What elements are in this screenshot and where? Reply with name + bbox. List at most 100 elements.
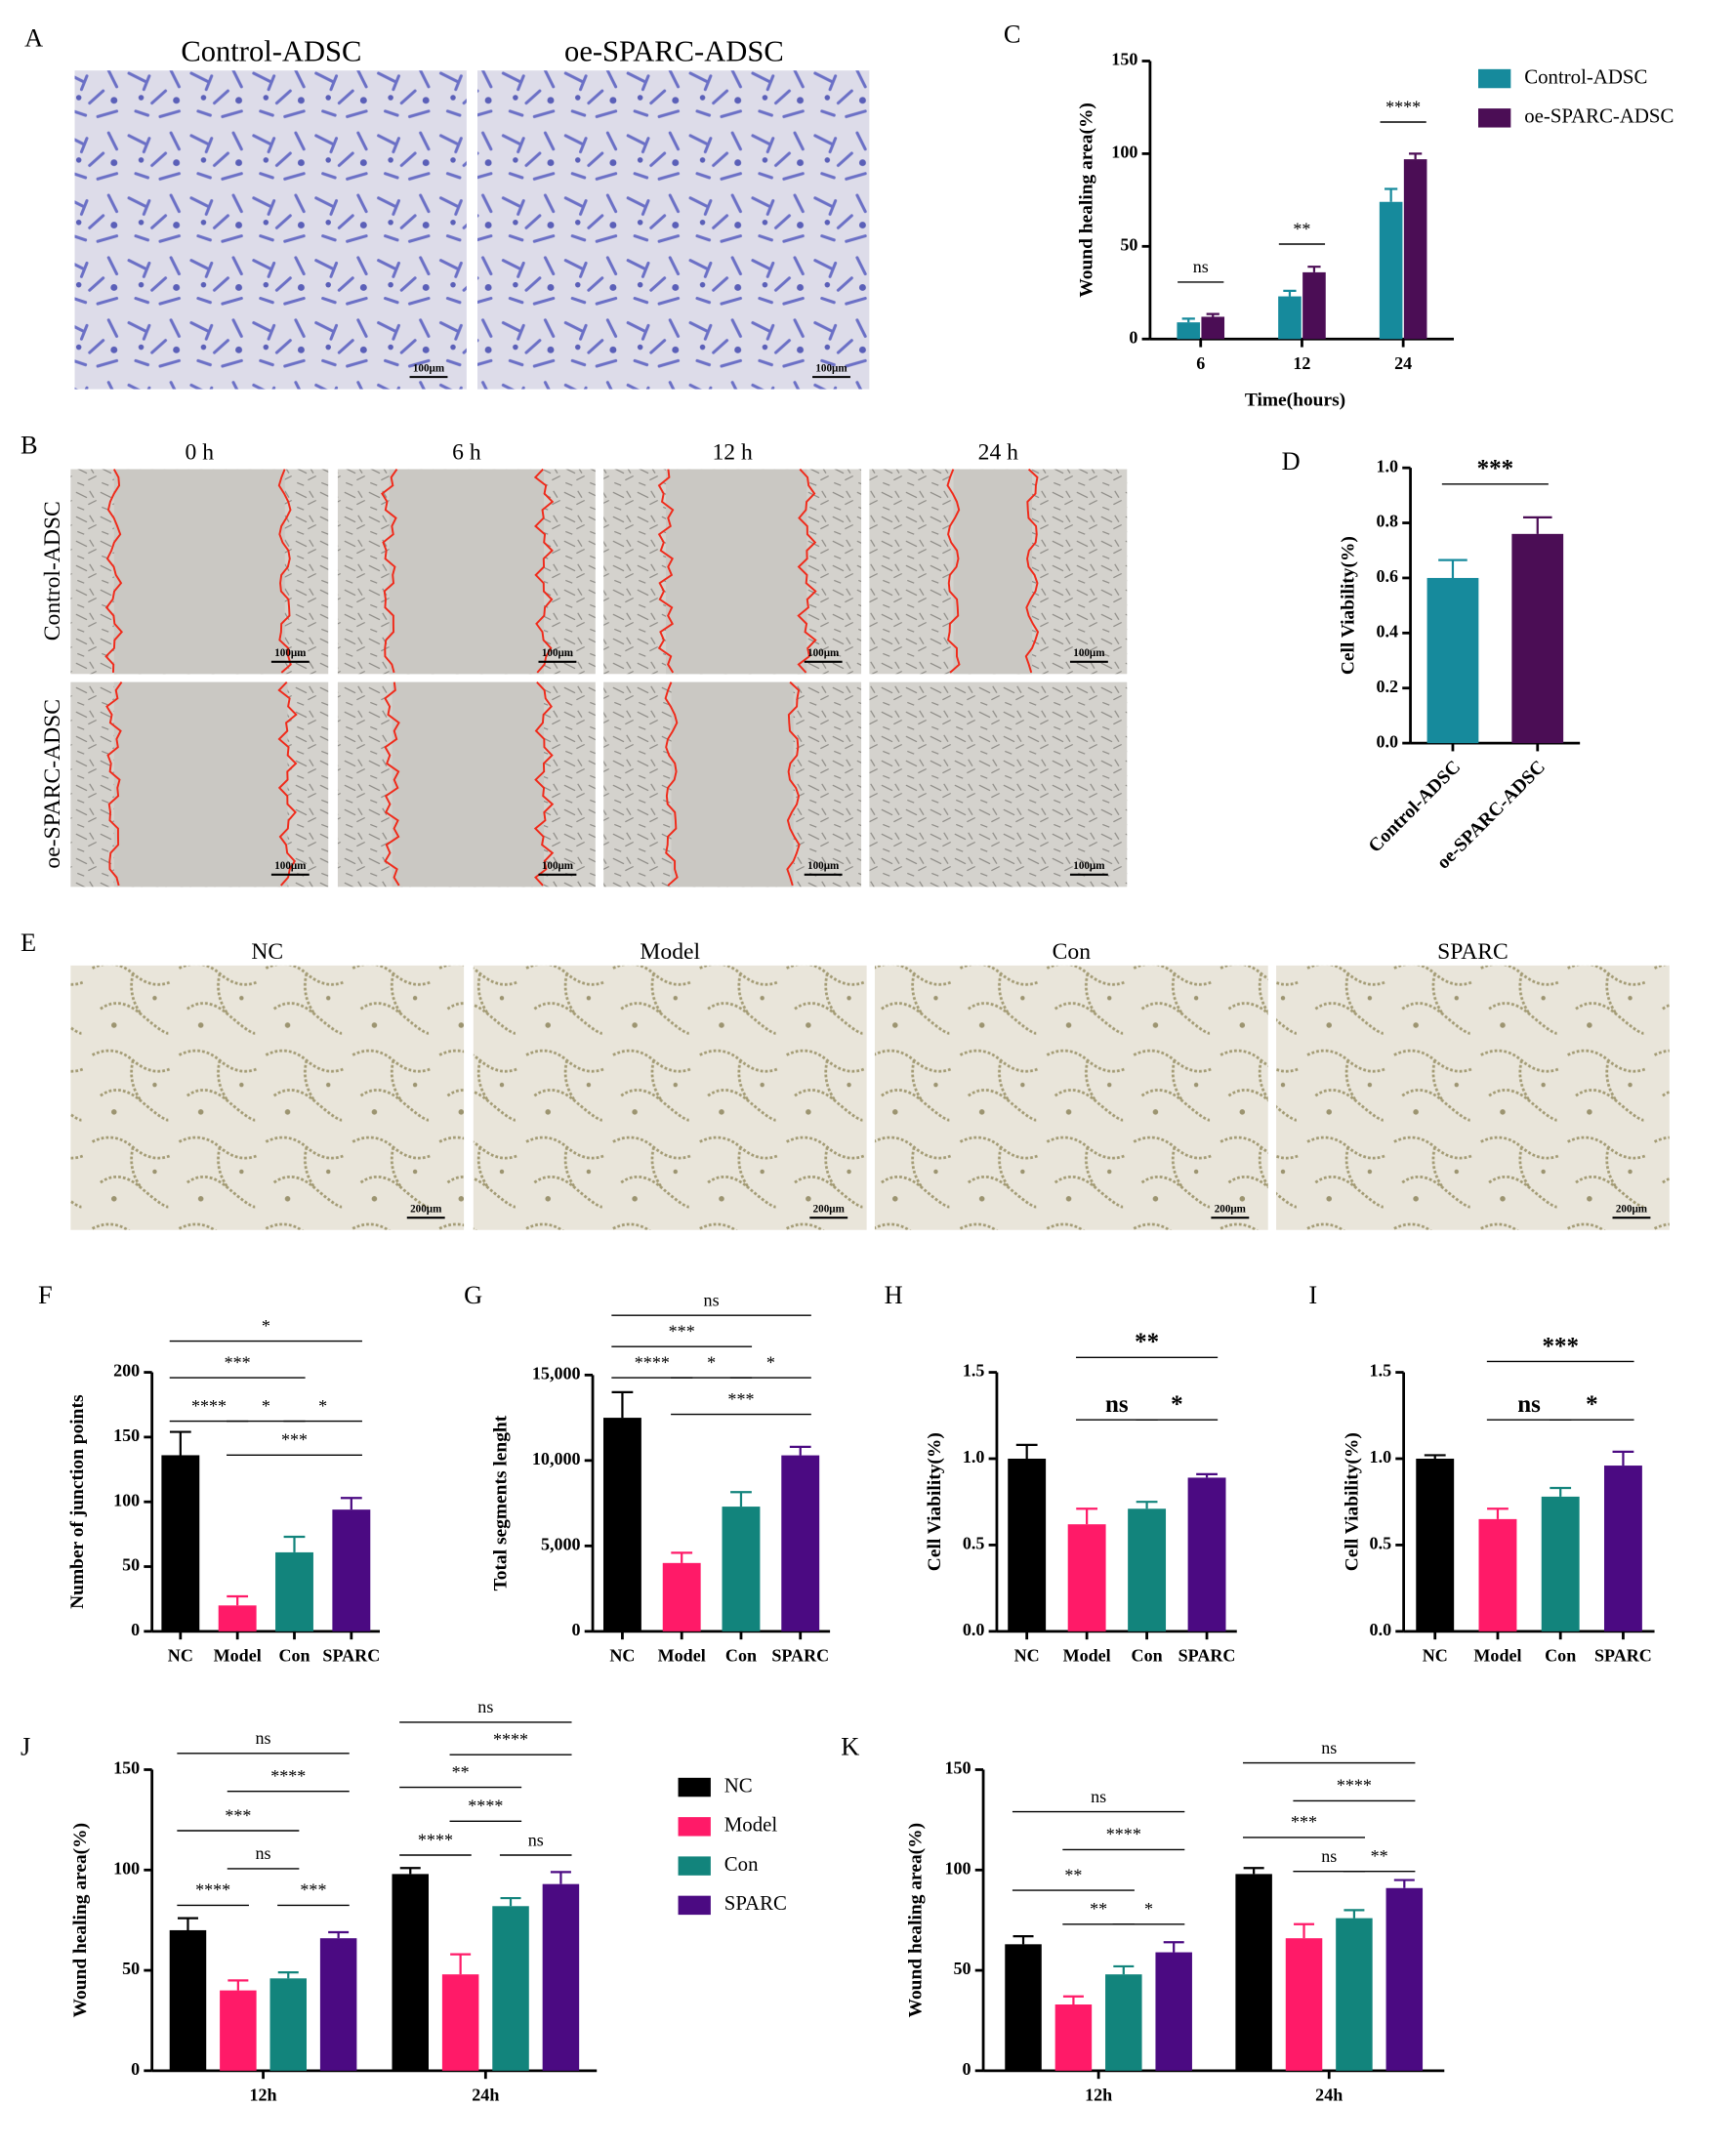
significance-label: * <box>262 1316 270 1336</box>
x-tick-label: 12 <box>1293 353 1310 373</box>
y-tick-label: 0.4 <box>1376 621 1398 640</box>
significance-label: ** <box>452 1762 470 1782</box>
significance-label: ns <box>1321 1738 1337 1757</box>
significance-label: *** <box>727 1389 754 1409</box>
error-bar <box>277 1971 299 1979</box>
bar <box>1416 1458 1455 1632</box>
error-bar <box>1015 1443 1038 1459</box>
bar <box>781 1455 820 1632</box>
scale-bar-label: 100μm <box>807 647 840 659</box>
error-bar <box>611 1390 634 1419</box>
wound-gap <box>671 682 794 888</box>
x-tick-label: NC <box>609 1645 635 1665</box>
panel-label: A <box>24 23 43 53</box>
y-tick-label: 1.5 <box>1370 1361 1392 1381</box>
x-tick-label: Model <box>658 1645 706 1665</box>
error-bar <box>1163 1941 1184 1953</box>
image-label: Control-ADSC <box>181 35 361 68</box>
x-tick-label: 24h <box>1315 2085 1343 2104</box>
y-tick-label: 100 <box>113 1490 140 1509</box>
y-tick-label: 50 <box>122 1959 140 1978</box>
bar <box>1105 1974 1142 2071</box>
bar <box>1285 1938 1323 2071</box>
error-bar <box>1424 1454 1446 1459</box>
significance-label: *** <box>1542 1333 1579 1359</box>
bar <box>1426 577 1479 744</box>
y-axis-label: Wound healing area(%) <box>1076 103 1096 297</box>
scale-bar-label: 100μm <box>807 860 840 872</box>
y-tick-label: 0.0 <box>1376 731 1398 751</box>
x-tick-label: SPARC <box>1594 1645 1652 1665</box>
x-tick-label: Con <box>1545 1645 1576 1665</box>
legend-label: Con <box>724 1852 759 1876</box>
y-tick-label: 0 <box>131 1620 140 1639</box>
legend-label: Model <box>724 1813 778 1837</box>
bar <box>602 1418 641 1632</box>
error-bar <box>1196 1472 1218 1478</box>
significance-label: * <box>1144 1899 1153 1919</box>
panel-label: B <box>21 430 38 459</box>
bar <box>1403 159 1427 340</box>
error-bar <box>1550 1486 1572 1497</box>
panel-label: E <box>21 928 36 957</box>
bar <box>1187 1477 1226 1632</box>
error-bar <box>1409 152 1423 160</box>
error-bar <box>1487 1508 1509 1519</box>
error-bar <box>1343 1909 1365 1919</box>
y-tick-label: 15,000 <box>532 1363 581 1383</box>
y-tick-label: 0.5 <box>1370 1534 1392 1553</box>
bar <box>1511 533 1564 744</box>
row-label: Control-ADSC <box>40 501 65 640</box>
error-bar <box>450 1953 472 1975</box>
bar <box>542 1883 580 2071</box>
x-tick-label: Model <box>1063 1645 1111 1665</box>
significance-label: *** <box>225 1805 251 1825</box>
y-axis-label: Total segments lenght <box>490 1415 511 1590</box>
significance-label: ** <box>1064 1865 1082 1884</box>
error-bar <box>1136 1501 1158 1509</box>
error-bar <box>177 1917 198 1930</box>
x-tick-label: NC <box>1014 1645 1040 1665</box>
bar <box>1478 1518 1517 1632</box>
bar <box>1201 316 1225 340</box>
image-label: Con <box>1053 939 1092 965</box>
legend-swatch <box>1478 108 1511 128</box>
significance-label: *** <box>300 1880 326 1900</box>
significance-label: * <box>318 1396 327 1416</box>
scale-bar-label: 100μm <box>542 860 574 872</box>
significance-label: *** <box>225 1352 251 1372</box>
significance-label: ** <box>1135 1329 1159 1355</box>
wound-edge <box>946 469 961 674</box>
significance-label: **** <box>418 1830 453 1849</box>
error-bar <box>1294 1922 1315 1939</box>
significance-label: * <box>766 1352 775 1372</box>
y-tick-label: 1.5 <box>963 1361 985 1381</box>
x-tick-label: SPARC <box>322 1645 380 1665</box>
wound-edge <box>1024 468 1040 674</box>
x-axis-label: Time(hours) <box>1245 391 1345 411</box>
scale-bar-label: 100μm <box>274 647 307 659</box>
significance-label: ** <box>1371 1846 1388 1866</box>
bar <box>1235 1874 1272 2071</box>
y-axis-label: Number of junction points <box>67 1394 88 1609</box>
significance-label: *** <box>1477 456 1514 482</box>
x-tick-label: Con <box>725 1645 757 1665</box>
significance-label: *** <box>669 1321 695 1341</box>
error-bar <box>1385 187 1398 202</box>
wound-edge <box>797 468 817 674</box>
error-bar <box>550 1871 571 1884</box>
bar <box>161 1455 200 1632</box>
significance-label: **** <box>468 1797 503 1816</box>
row-label: oe-SPARC-ADSC <box>40 699 65 869</box>
significance-label: **** <box>191 1396 227 1416</box>
wound-edge <box>277 469 292 674</box>
x-tick-label: 12h <box>250 2085 277 2104</box>
error-bar <box>1243 1867 1264 1875</box>
scale-bar-label: 200μm <box>410 1203 442 1215</box>
panel-label: K <box>841 1732 859 1761</box>
bar <box>1128 1508 1167 1632</box>
wound-gap <box>113 469 285 675</box>
micrograph <box>869 682 1128 888</box>
y-tick-label: 200 <box>113 1361 140 1381</box>
